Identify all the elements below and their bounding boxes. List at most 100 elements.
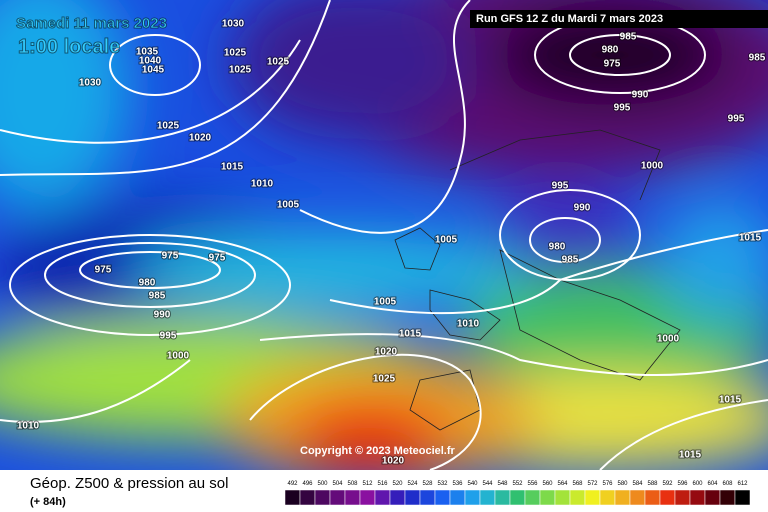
isobar-label: 980 — [602, 45, 619, 56]
isobar-label: 1005 — [374, 297, 397, 308]
isobar-label: 975 — [209, 253, 226, 264]
isobar-label: 1005 — [277, 200, 300, 211]
legend-swatch — [719, 489, 736, 506]
legend-swatch — [344, 489, 361, 506]
isobar-label: 1025 — [224, 48, 247, 59]
legend-swatch — [644, 489, 661, 506]
legend-label: 540 — [467, 481, 478, 487]
isobar-label: 985 — [620, 32, 637, 43]
legend-swatch — [614, 489, 631, 506]
legend-swatch — [659, 489, 676, 506]
isobar-label: 1025 — [373, 374, 396, 385]
run-info: Run GFS 12 Z du Mardi 7 mars 2023 — [476, 13, 663, 25]
legend-swatch — [464, 489, 481, 506]
legend-swatch — [629, 489, 646, 506]
legend-label: 500 — [317, 481, 328, 487]
legend-swatch — [599, 489, 616, 506]
isobar-label: 1025 — [267, 57, 290, 68]
isobar-label: 975 — [604, 59, 621, 70]
legend-swatch — [314, 489, 331, 506]
legend-label: 528 — [422, 481, 433, 487]
legend-swatch — [569, 489, 586, 506]
isobar-label: 1010 — [251, 179, 274, 190]
isobar-label: 1000 — [167, 351, 190, 362]
copyright: Copyright © 2023 Meteociel.fr — [300, 445, 456, 457]
legend-swatch — [449, 489, 466, 506]
legend-swatch — [509, 489, 526, 506]
run-banner — [470, 10, 768, 28]
legend-label: 520 — [392, 481, 403, 487]
isobar-label: 975 — [162, 251, 179, 262]
legend-label: 612 — [737, 481, 748, 487]
legend-swatch — [434, 489, 451, 506]
legend-label: 548 — [497, 481, 508, 487]
footer-title: Géop. Z500 & pression au sol — [30, 475, 228, 492]
isobar-label: 995 — [614, 103, 631, 114]
legend-label: 572 — [587, 481, 598, 487]
isobar-label: 990 — [574, 203, 591, 214]
isobar-label: 995 — [552, 181, 569, 192]
isobar-label: 1010 — [17, 421, 40, 432]
isobar-label: 1030 — [79, 78, 102, 89]
legend-label: 588 — [647, 481, 658, 487]
legend-label: 592 — [662, 481, 673, 487]
isobar-label: 1020 — [382, 456, 405, 467]
legend-swatch — [539, 489, 556, 506]
isobar-label: 1030 — [222, 19, 245, 30]
isobar-label: 995 — [728, 114, 745, 125]
map-background — [0, 0, 768, 480]
legend-swatch — [524, 489, 541, 506]
legend-swatch — [584, 489, 601, 506]
isobar-label: 1000 — [641, 161, 664, 172]
legend-label: 584 — [632, 481, 643, 487]
isobar-label: 1040 — [139, 56, 162, 67]
legend-swatch — [704, 489, 721, 506]
legend-label: 532 — [437, 481, 448, 487]
legend-swatch — [554, 489, 571, 506]
legend-label: 516 — [377, 481, 388, 487]
isobar-label: 1015 — [679, 450, 702, 461]
legend-label: 492 — [287, 481, 298, 487]
legend-label: 564 — [557, 481, 568, 487]
isobar-label: 1005 — [435, 235, 458, 246]
isobar-label: 990 — [632, 90, 649, 101]
isobar-label: 1000 — [657, 334, 680, 345]
isobar-label: 1025 — [229, 65, 252, 76]
legend-label: 560 — [542, 481, 553, 487]
isobar-label: 1015 — [719, 395, 742, 406]
legend-swatch — [674, 489, 691, 506]
legend-label: 552 — [512, 481, 523, 487]
legend-swatch — [494, 489, 511, 506]
legend-label: 512 — [362, 481, 373, 487]
legend-label: 508 — [347, 481, 358, 487]
isobar-label: 995 — [160, 331, 177, 342]
forecast-time: 1:00 locale — [18, 36, 120, 58]
legend-swatch — [284, 489, 301, 506]
isobar-label: 980 — [139, 278, 156, 289]
isobars — [0, 0, 768, 423]
legend-swatch — [299, 489, 316, 506]
legend-label: 580 — [617, 481, 628, 487]
legend-label: 604 — [707, 481, 718, 487]
legend-swatch — [374, 489, 391, 506]
isobar-label: 985 — [149, 291, 166, 302]
legend-label: 556 — [527, 481, 538, 487]
isobar-label: 975 — [95, 265, 112, 276]
isobar-label: 985 — [562, 255, 579, 266]
color-legend: 492 496 500 504 508 512 516 520 524 528 532 536 540 5… — [284, 481, 751, 506]
legend-swatch — [389, 489, 406, 506]
isobar-label: 1020 — [375, 347, 398, 358]
legend-swatch — [734, 489, 751, 506]
isobar-label: 1035 — [136, 47, 159, 58]
legend-label: 496 — [302, 481, 313, 487]
legend-swatch — [479, 489, 496, 506]
legend-label: 576 — [602, 481, 613, 487]
legend-label: 544 — [482, 481, 493, 487]
legend-swatch — [689, 489, 706, 506]
lead-time: (+ 84h) — [30, 496, 66, 508]
isobar-label: 1015 — [221, 162, 244, 173]
legend-swatch — [359, 489, 376, 506]
isobar-label: 1010 — [457, 319, 480, 330]
legend-label: 568 — [572, 481, 583, 487]
